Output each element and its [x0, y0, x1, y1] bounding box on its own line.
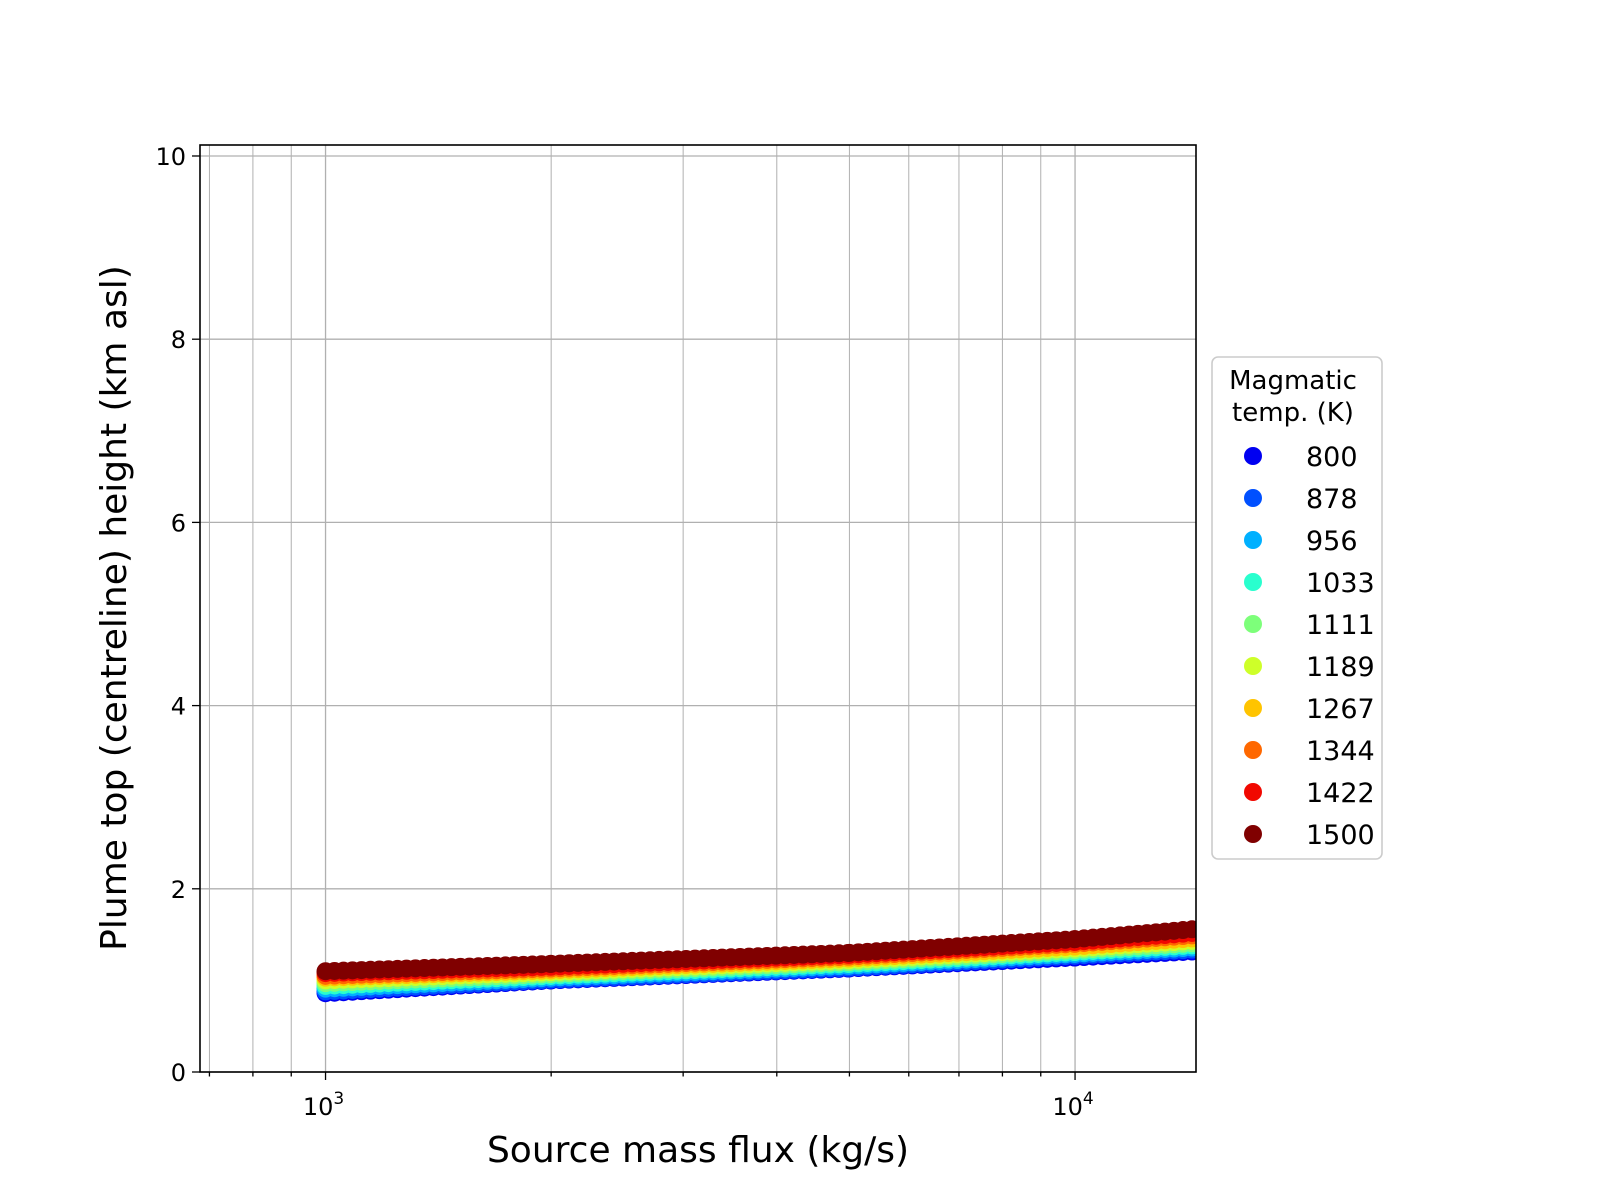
legend-marker: [1244, 531, 1262, 549]
y-tick-label: 8: [171, 326, 186, 354]
legend-marker: [1244, 741, 1262, 759]
y-tick-label: 6: [171, 509, 186, 537]
y-tick-label: 10: [155, 143, 186, 171]
legend-marker: [1244, 615, 1262, 633]
legend-label: 1033: [1306, 568, 1375, 599]
legend-marker: [1244, 699, 1262, 717]
legend-label: 1111: [1306, 610, 1375, 641]
legend-label: 1500: [1306, 820, 1375, 851]
legend-label: 1422: [1306, 778, 1375, 809]
legend-marker: [1244, 825, 1262, 843]
legend-label: 1267: [1306, 694, 1375, 725]
legend-marker: [1244, 447, 1262, 465]
legend-title-line1: Magmatic: [1229, 366, 1357, 396]
x-axis-title: Source mass flux (kg/s): [487, 1130, 909, 1171]
legend: Magmatic temp. (K) 800 878 956 1033 1111 1189…: [1212, 357, 1382, 859]
y-tick-label: 0: [171, 1059, 186, 1087]
legend-label: 1189: [1306, 652, 1375, 683]
legend-marker: [1244, 657, 1262, 675]
legend-marker: [1244, 783, 1262, 801]
y-axis-title: Plume top (centreline) height (km asl): [94, 265, 135, 951]
legend-label: 956: [1306, 526, 1358, 557]
legend-marker: [1244, 489, 1262, 507]
legend-label: 800: [1306, 442, 1358, 473]
legend-label: 1344: [1306, 736, 1375, 767]
legend-marker: [1244, 573, 1262, 591]
legend-label: 878: [1306, 484, 1358, 515]
y-tick-label: 2: [171, 876, 186, 904]
y-tick-label: 4: [171, 693, 186, 721]
legend-title-line2: temp. (K): [1232, 398, 1354, 428]
